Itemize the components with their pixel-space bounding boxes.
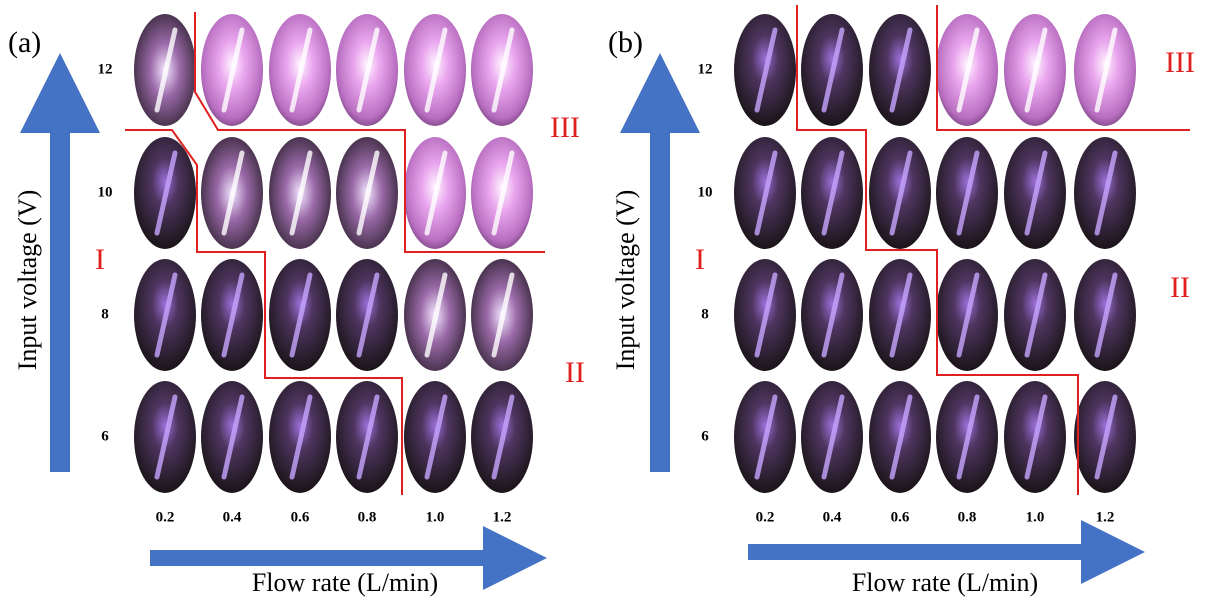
- region-label: II: [1170, 271, 1190, 304]
- x-axis-title: Flow rate (L/min): [252, 568, 438, 597]
- column-label: 0.6: [891, 509, 910, 525]
- row-label: 10: [698, 184, 713, 200]
- y-axis-title: Input voltage (V): [13, 190, 42, 371]
- row-label: 8: [101, 306, 109, 322]
- row-label: 12: [698, 61, 713, 77]
- row-label: 6: [101, 428, 109, 444]
- region-label: II: [565, 356, 585, 389]
- figure: (a) Input voltage (V) Flow rate (L/min) 12 1…: [0, 0, 1208, 602]
- column-label: 1.2: [493, 509, 512, 525]
- panel: (a) Input voltage (V) Flow rate (L/min) 12 1…: [8, 12, 585, 597]
- column-label: 1.0: [1026, 509, 1045, 525]
- panel-label: (b): [608, 26, 643, 59]
- column-label: 1.0: [426, 509, 445, 525]
- row-label: 10: [98, 184, 113, 200]
- x-axis-title: Flow rate (L/min): [852, 568, 1038, 597]
- panels: (a) Input voltage (V) Flow rate (L/min) 12 1…: [8, 5, 1195, 597]
- row-label: 6: [701, 428, 709, 444]
- column-label: 0.8: [358, 509, 377, 525]
- region-label: III: [550, 111, 580, 144]
- column-label: 0.6: [291, 509, 310, 525]
- row-label: 8: [701, 306, 709, 322]
- column-label: 0.2: [156, 509, 175, 525]
- region-label: I: [695, 243, 705, 276]
- region-label: I: [95, 243, 105, 276]
- column-label: 0.4: [823, 509, 842, 525]
- column-label: 0.8: [958, 509, 977, 525]
- column-label: 1.2: [1096, 509, 1115, 525]
- row-label: 12: [98, 61, 113, 77]
- y-axis-title: Input voltage (V): [611, 190, 640, 371]
- column-label: 0.2: [756, 509, 775, 525]
- region-label: III: [1165, 46, 1195, 79]
- panel: (b) Input voltage (V) Flow rate (L/min) 12 1…: [608, 5, 1195, 597]
- panel-label: (a): [8, 26, 41, 59]
- column-label: 0.4: [223, 509, 242, 525]
